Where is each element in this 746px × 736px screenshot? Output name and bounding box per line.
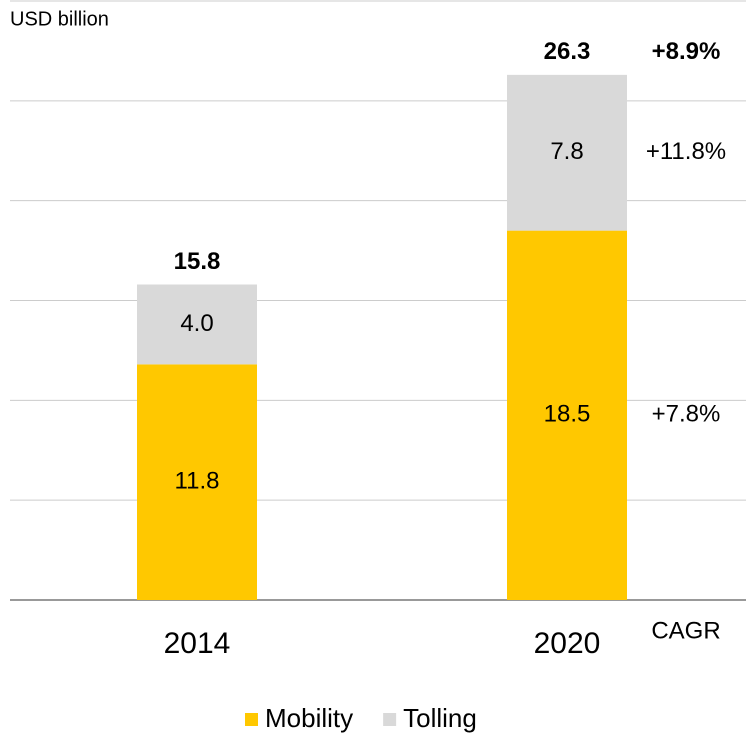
data-label: 4.0 [180,310,213,337]
data-label: 18.5 [544,401,591,428]
total-label: 15.8 [174,248,221,275]
legend-swatch [245,713,258,726]
cagr-heading: CAGR [651,617,720,644]
legend-label: Tolling [403,703,477,733]
data-label: 11.8 [175,468,220,495]
data-label: 7.8 [550,138,583,165]
x-tick-label: 2020 [534,627,601,660]
total-label: 26.3 [544,38,591,65]
bar-segment [137,284,257,365]
cagr-label: +11.8% [646,138,726,165]
legend-swatch [383,713,397,726]
cagr-total: +8.9% [652,38,721,65]
bar-segment [507,74,627,231]
bar-segment [137,364,257,600]
bar-segment [507,230,627,600]
x-tick-label: 2014 [164,627,231,660]
unit-label: USD billion [10,8,109,30]
legend-label: Mobility [265,703,353,733]
cagr-label: +7.8% [652,401,721,428]
